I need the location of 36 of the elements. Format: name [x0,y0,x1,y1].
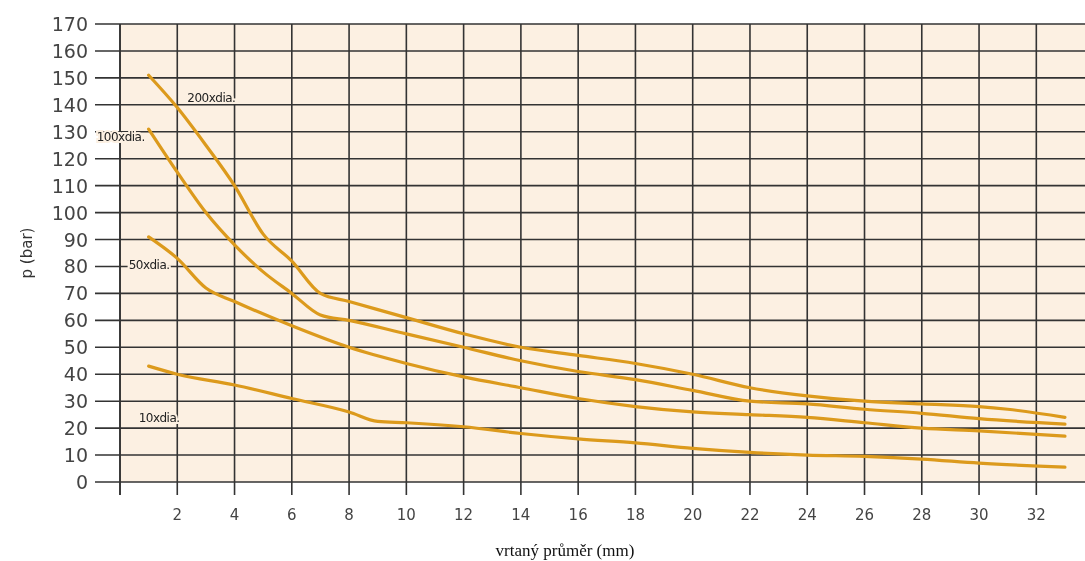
y-tick-label: 110 [51,174,88,197]
y-tick-label: 40 [63,363,88,386]
x-tick-label: 18 [625,506,645,524]
y-tick-label: 90 [63,228,88,251]
y-tick-label: 0 [75,471,88,493]
x-tick-label: 24 [797,506,817,524]
y-tick-label: 170 [51,13,88,35]
y-tick-label: 160 [51,39,88,62]
x-tick-label: 16 [568,506,588,524]
y-tick-label: 30 [63,390,88,413]
y-tick-label: 130 [51,120,88,143]
x-tick-label: 4 [229,506,240,524]
x-tick-label: 10 [396,506,416,524]
x-tick-label: 8 [344,506,354,524]
y-tick-label: 70 [63,282,88,305]
x-tick-label: 12 [454,506,474,524]
y-tick-label: 140 [51,93,88,116]
y-tick-label: 150 [51,66,88,89]
y-axis-title: p (bar) [18,227,36,279]
y-tick-label: 10 [63,444,88,467]
y-tick-label: 50 [63,336,88,359]
x-tick-label: 20 [683,506,703,524]
y-tick-label: 60 [63,309,88,332]
y-tick-label: 120 [51,147,88,170]
x-tick-label: 6 [287,506,297,524]
x-tick-label: 32 [1026,506,1046,524]
x-axis-title: vrtaný průměr (mm) [495,541,635,560]
x-tick-label: 30 [969,506,989,524]
x-tick-label: 22 [740,506,760,524]
y-tick-label: 100 [51,201,88,224]
x-tick-label: 14 [511,506,531,524]
x-tick-label: 26 [854,506,875,524]
y-tick-label: 80 [63,255,88,278]
x-tick-label: 2 [172,506,183,524]
x-tick-label: 28 [912,506,932,524]
y-tick-label: 20 [63,417,88,440]
